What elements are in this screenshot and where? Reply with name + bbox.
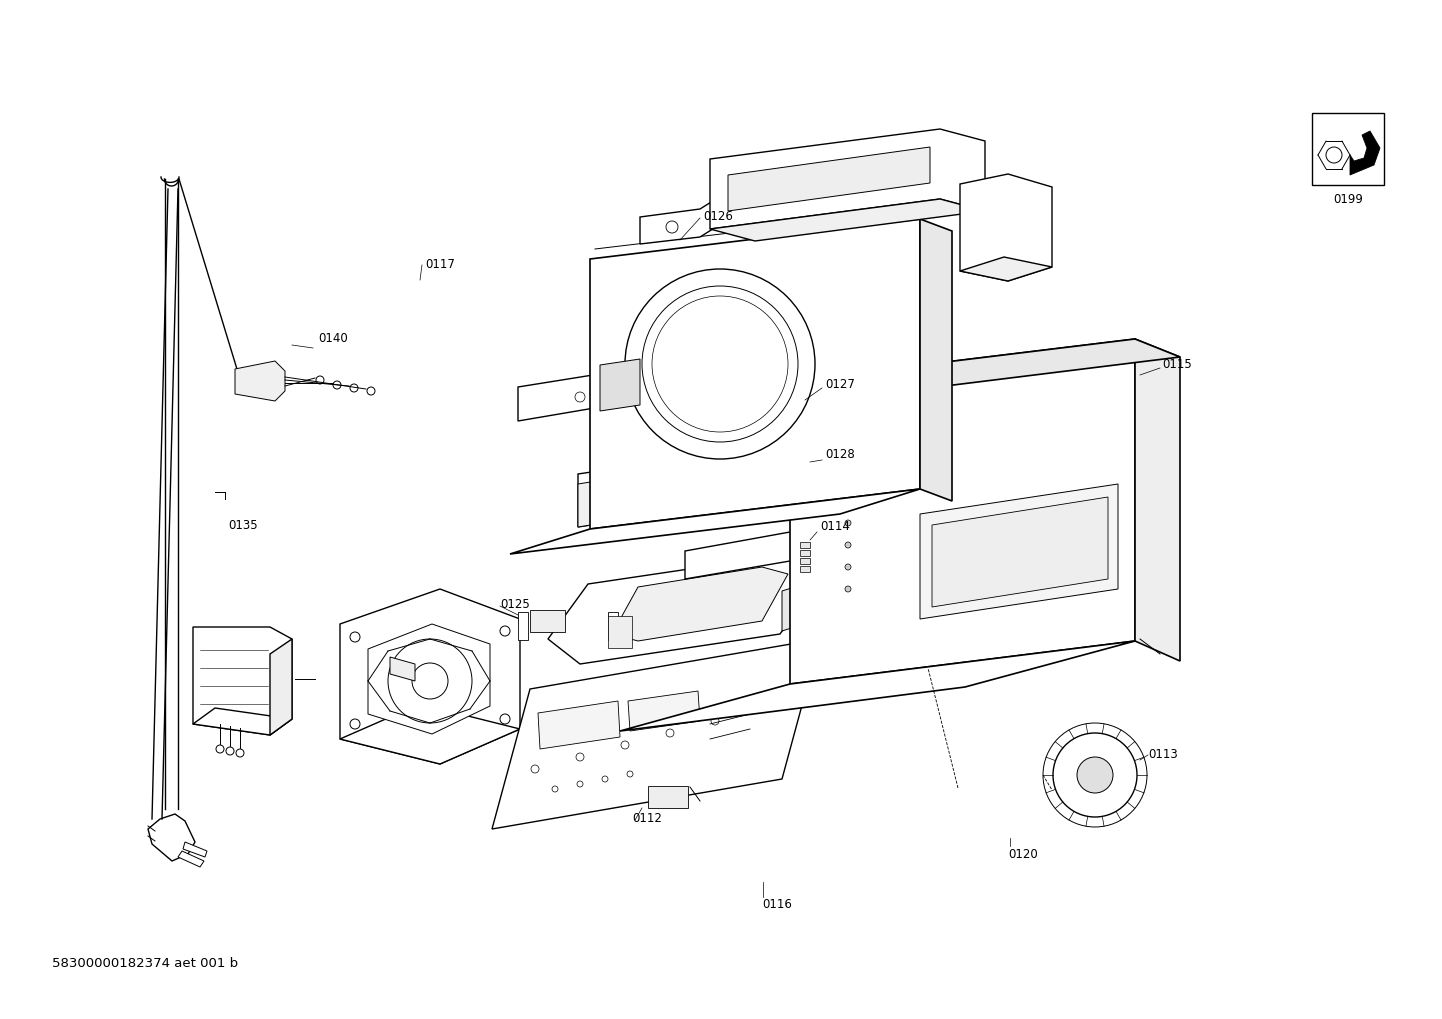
- Text: 0199: 0199: [1332, 193, 1363, 206]
- Text: 0116: 0116: [761, 898, 792, 911]
- Bar: [800, 542, 810, 548]
- Bar: [777, 450, 789, 468]
- Polygon shape: [620, 641, 1135, 731]
- Polygon shape: [538, 701, 620, 749]
- Circle shape: [709, 453, 725, 469]
- Text: 0125: 0125: [500, 598, 529, 611]
- Bar: [758, 450, 771, 468]
- Polygon shape: [149, 814, 195, 861]
- Circle shape: [845, 432, 851, 438]
- Circle shape: [1053, 733, 1136, 817]
- Polygon shape: [1135, 339, 1180, 661]
- Polygon shape: [790, 339, 1180, 399]
- Circle shape: [845, 564, 851, 570]
- Circle shape: [1327, 147, 1343, 163]
- Polygon shape: [600, 359, 640, 411]
- Bar: [800, 566, 810, 572]
- Polygon shape: [611, 567, 787, 641]
- Polygon shape: [548, 554, 820, 664]
- Circle shape: [666, 221, 678, 233]
- Text: 58300000182374 aet 001 b: 58300000182374 aet 001 b: [52, 957, 238, 970]
- Polygon shape: [629, 691, 699, 731]
- Text: 0135: 0135: [228, 519, 258, 532]
- Circle shape: [845, 410, 851, 416]
- Polygon shape: [368, 624, 490, 734]
- Bar: [1312, 113, 1384, 185]
- Polygon shape: [960, 174, 1053, 281]
- Polygon shape: [920, 484, 1118, 619]
- Circle shape: [845, 476, 851, 482]
- Polygon shape: [578, 421, 812, 527]
- Circle shape: [368, 387, 375, 395]
- Circle shape: [216, 745, 224, 753]
- Polygon shape: [1350, 131, 1380, 175]
- Circle shape: [333, 381, 340, 389]
- Circle shape: [845, 388, 851, 394]
- Circle shape: [316, 376, 324, 384]
- Circle shape: [845, 454, 851, 460]
- Polygon shape: [177, 851, 203, 867]
- Bar: [518, 612, 528, 640]
- Bar: [609, 616, 632, 648]
- Text: 0117: 0117: [425, 258, 454, 271]
- Circle shape: [350, 384, 358, 392]
- Text: 0113: 0113: [1148, 748, 1178, 761]
- Polygon shape: [782, 579, 820, 631]
- Polygon shape: [578, 474, 640, 527]
- Polygon shape: [340, 704, 521, 764]
- Circle shape: [236, 749, 244, 757]
- Polygon shape: [235, 361, 286, 401]
- Text: 0128: 0128: [825, 448, 855, 461]
- Polygon shape: [920, 219, 952, 501]
- Circle shape: [845, 498, 851, 504]
- Bar: [647, 786, 688, 808]
- Text: 0126: 0126: [704, 210, 733, 223]
- Polygon shape: [790, 339, 1135, 684]
- Polygon shape: [640, 199, 717, 244]
- Text: 0120: 0120: [1008, 848, 1038, 861]
- Bar: [800, 558, 810, 564]
- Polygon shape: [492, 639, 820, 829]
- Polygon shape: [518, 371, 619, 421]
- Polygon shape: [932, 497, 1107, 607]
- Polygon shape: [193, 627, 291, 735]
- Circle shape: [226, 747, 234, 755]
- Bar: [741, 450, 753, 468]
- Polygon shape: [709, 129, 985, 229]
- Circle shape: [1043, 723, 1146, 827]
- Polygon shape: [960, 257, 1053, 281]
- Polygon shape: [193, 708, 291, 735]
- Circle shape: [845, 586, 851, 592]
- Text: 0140: 0140: [319, 332, 348, 345]
- Polygon shape: [590, 219, 920, 529]
- Bar: [800, 550, 810, 556]
- Bar: [531, 610, 565, 632]
- Text: 0112: 0112: [632, 812, 662, 825]
- Bar: [722, 450, 735, 468]
- Polygon shape: [728, 147, 930, 211]
- Circle shape: [1077, 757, 1113, 793]
- Circle shape: [845, 542, 851, 548]
- Polygon shape: [709, 199, 985, 242]
- Polygon shape: [183, 842, 208, 857]
- Polygon shape: [389, 657, 415, 681]
- Polygon shape: [685, 519, 820, 579]
- Bar: [609, 612, 619, 640]
- Polygon shape: [510, 489, 920, 554]
- Polygon shape: [270, 639, 291, 735]
- Bar: [705, 450, 717, 468]
- Polygon shape: [340, 589, 521, 764]
- Text: 0127: 0127: [825, 378, 855, 391]
- Circle shape: [845, 520, 851, 526]
- Text: 0115: 0115: [1162, 358, 1191, 371]
- Text: 0114: 0114: [820, 520, 849, 533]
